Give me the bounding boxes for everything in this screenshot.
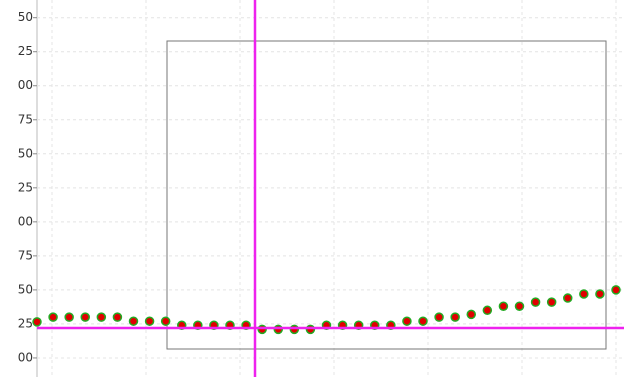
point <box>96 312 107 322</box>
point <box>257 324 267 335</box>
point <box>144 316 155 326</box>
y-tick-label: 00 <box>18 78 33 92</box>
point <box>514 301 525 311</box>
y-tick-label: 50 <box>18 10 33 24</box>
point <box>112 312 123 322</box>
points <box>32 285 621 335</box>
y-tick-label: 75 <box>18 112 33 126</box>
point <box>482 305 493 316</box>
y-tick-label: 50 <box>18 282 33 296</box>
point <box>418 316 428 326</box>
point <box>579 289 589 299</box>
y-tick-label: 25 <box>18 316 33 330</box>
point <box>273 324 283 335</box>
point <box>64 312 74 322</box>
grid: 50 25 00 75 50 25 00 75 50 25 00 <box>18 10 624 364</box>
point <box>48 312 58 322</box>
y-tick-label: 00 <box>18 350 33 364</box>
point <box>563 293 573 303</box>
selection-box <box>166 40 607 350</box>
point <box>546 297 557 307</box>
vertical-grid <box>51 0 617 377</box>
point <box>289 324 300 335</box>
y-tick-label: 75 <box>18 248 33 262</box>
point <box>402 316 412 326</box>
y-tick-label: 25 <box>18 180 33 194</box>
y-tick-label: 00 <box>18 214 33 228</box>
y-tick-label: 25 <box>18 44 33 58</box>
point <box>32 317 42 327</box>
point <box>595 289 605 299</box>
point <box>498 301 509 311</box>
point <box>305 324 316 335</box>
point <box>160 316 171 326</box>
y-tick-label: 50 <box>18 146 33 160</box>
point <box>530 297 541 307</box>
point <box>128 316 139 326</box>
point <box>450 312 460 322</box>
point <box>434 312 444 322</box>
point <box>80 312 90 322</box>
point <box>466 309 476 320</box>
point <box>611 285 621 295</box>
